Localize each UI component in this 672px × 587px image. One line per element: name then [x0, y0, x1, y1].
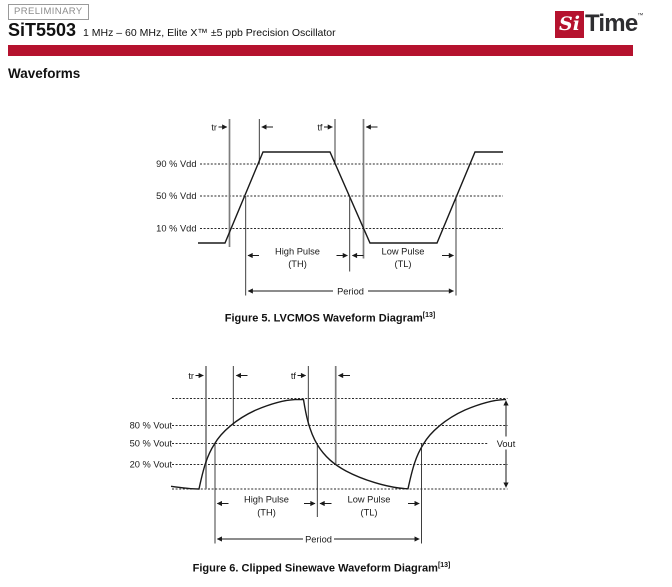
high-pulse-label: High Pulse — [275, 247, 320, 257]
tr-label: tr — [211, 123, 217, 133]
low-pulse-sub-label: (TL) — [360, 508, 377, 518]
tr-label: tr — [188, 371, 194, 381]
high-pulse-sub-label: (TH) — [288, 259, 307, 269]
part-subtitle: 1 MHz – 60 MHz, Elite X™ ±5 ppb Precisio… — [83, 27, 336, 39]
tf-label: tf — [291, 371, 297, 381]
logo-time-text: Time — [585, 10, 638, 37]
low-pulse-sub-label: (TL) — [394, 259, 411, 269]
vout-label: Vout — [497, 439, 516, 449]
high-pulse-label: High Pulse — [244, 495, 289, 505]
logo-si-mark: Si — [555, 11, 584, 38]
level-label-10pct: 10 % Vdd — [156, 224, 196, 234]
period-label: Period — [337, 287, 364, 297]
sitime-logo: Si Time ™ — [555, 11, 643, 38]
figure6-footnote-ref: [13] — [437, 562, 451, 569]
figure5-footnote-ref: [13] — [422, 312, 436, 319]
sinewave-waveform-trace — [170, 398, 506, 490]
vout-label-mask — [493, 436, 519, 450]
figure5-caption-text: Figure 5. LVCMOS Waveform Diagram — [224, 312, 423, 325]
level-label-50pct: 50 % Vout — [130, 439, 173, 449]
level-label-20pct: 20 % Vout — [130, 460, 173, 470]
level-label-80pct: 80 % Vout — [130, 421, 173, 431]
logo-trademark: ™ — [637, 13, 644, 19]
period-label: Period — [305, 535, 332, 545]
tf-label: tf — [317, 123, 323, 133]
figure6-sinewave-diagram: 80 % Vout 50 % Vout 20 % Vout tr tf High… — [130, 366, 519, 545]
header-accent-bar — [8, 45, 633, 56]
figure5-caption: Figure 5. LVCMOS Waveform Diagram[13] — [100, 312, 560, 325]
preliminary-badge: PRELIMINARY — [8, 4, 89, 20]
figure5-lvcmos-diagram: 90 % Vdd 50 % Vdd 10 % Vdd tr tf High Pu… — [156, 119, 503, 297]
low-pulse-label: Low Pulse — [348, 495, 391, 505]
level-label-90pct: 90 % Vdd — [156, 159, 196, 169]
document-title: SiT5503 1 MHz – 60 MHz, Elite X™ ±5 ppb … — [8, 20, 336, 41]
figure6-caption: Figure 6. Clipped Sinewave Waveform Diag… — [100, 562, 543, 575]
low-pulse-label: Low Pulse — [382, 247, 425, 257]
part-number: SiT5503 — [8, 20, 77, 40]
level-label-50pct: 50 % Vdd — [156, 191, 196, 201]
section-title: Waveforms — [8, 66, 81, 81]
lvcmos-waveform-trace — [198, 151, 503, 244]
figure6-caption-text: Figure 6. Clipped Sinewave Waveform Diag… — [192, 562, 438, 575]
high-pulse-sub-label: (TH) — [257, 508, 276, 518]
